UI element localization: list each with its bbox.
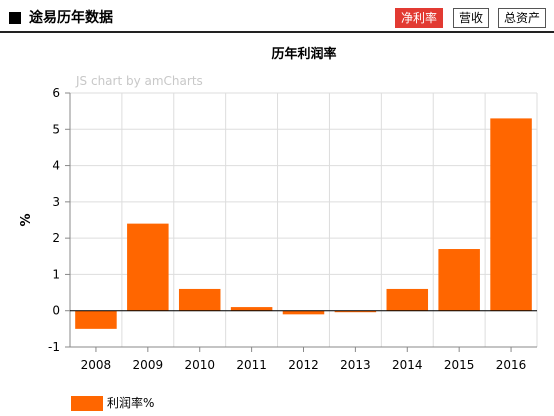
tab-revenue[interactable]: 营收: [453, 8, 489, 28]
y-tick-label: 1: [52, 267, 60, 281]
bar-2011[interactable]: [230, 307, 273, 311]
bar-2014[interactable]: [386, 288, 429, 311]
bar-2013[interactable]: [334, 310, 377, 313]
y-tick-label: 6: [52, 86, 60, 100]
bar-2009[interactable]: [127, 223, 169, 311]
amcharts-watermark[interactable]: JS chart by amCharts: [75, 74, 203, 88]
x-tick-label: 2015: [444, 358, 475, 372]
page-title: 途易历年数据: [29, 10, 113, 26]
header-divider: [0, 31, 554, 33]
y-tick-label: 0: [52, 304, 60, 318]
bar-2012[interactable]: [282, 310, 325, 315]
tab-total-assets[interactable]: 总资产: [498, 8, 546, 28]
y-tick-label: -1: [48, 340, 60, 354]
tab-net-margin[interactable]: 净利率: [395, 8, 443, 28]
bar-2016[interactable]: [490, 118, 532, 311]
x-tick-label: 2013: [340, 358, 371, 372]
bar-2015[interactable]: [438, 249, 480, 311]
x-tick-label: 2010: [184, 358, 215, 372]
x-tick-label: 2008: [81, 358, 112, 372]
bar-2010[interactable]: [178, 288, 221, 311]
x-tick-label: 2011: [236, 358, 267, 372]
x-tick-label: 2014: [392, 358, 423, 372]
chart-title: 历年利润率: [271, 46, 336, 62]
y-tick-label: 2: [52, 231, 60, 245]
y-tick-label: 3: [52, 195, 60, 209]
y-tick-label: 4: [52, 159, 60, 173]
bar-2008[interactable]: [75, 310, 117, 329]
x-tick-label: 2012: [288, 358, 319, 372]
y-axis-label: %: [19, 213, 34, 226]
legend-swatch[interactable]: [71, 396, 103, 411]
header-bar: 途易历年数据 净利率 营收 总资产: [0, 0, 554, 34]
bar-chart: 历年利润率 JS chart by amCharts -1 0 1 2 3 4 5 6 200…: [19, 46, 538, 372]
x-tick-label: 2009: [133, 358, 164, 372]
y-tick-label: 5: [52, 122, 60, 136]
x-tick-label: 2016: [496, 358, 527, 372]
legend-label[interactable]: 利润率%: [107, 396, 155, 410]
title-square-icon: [9, 12, 21, 24]
